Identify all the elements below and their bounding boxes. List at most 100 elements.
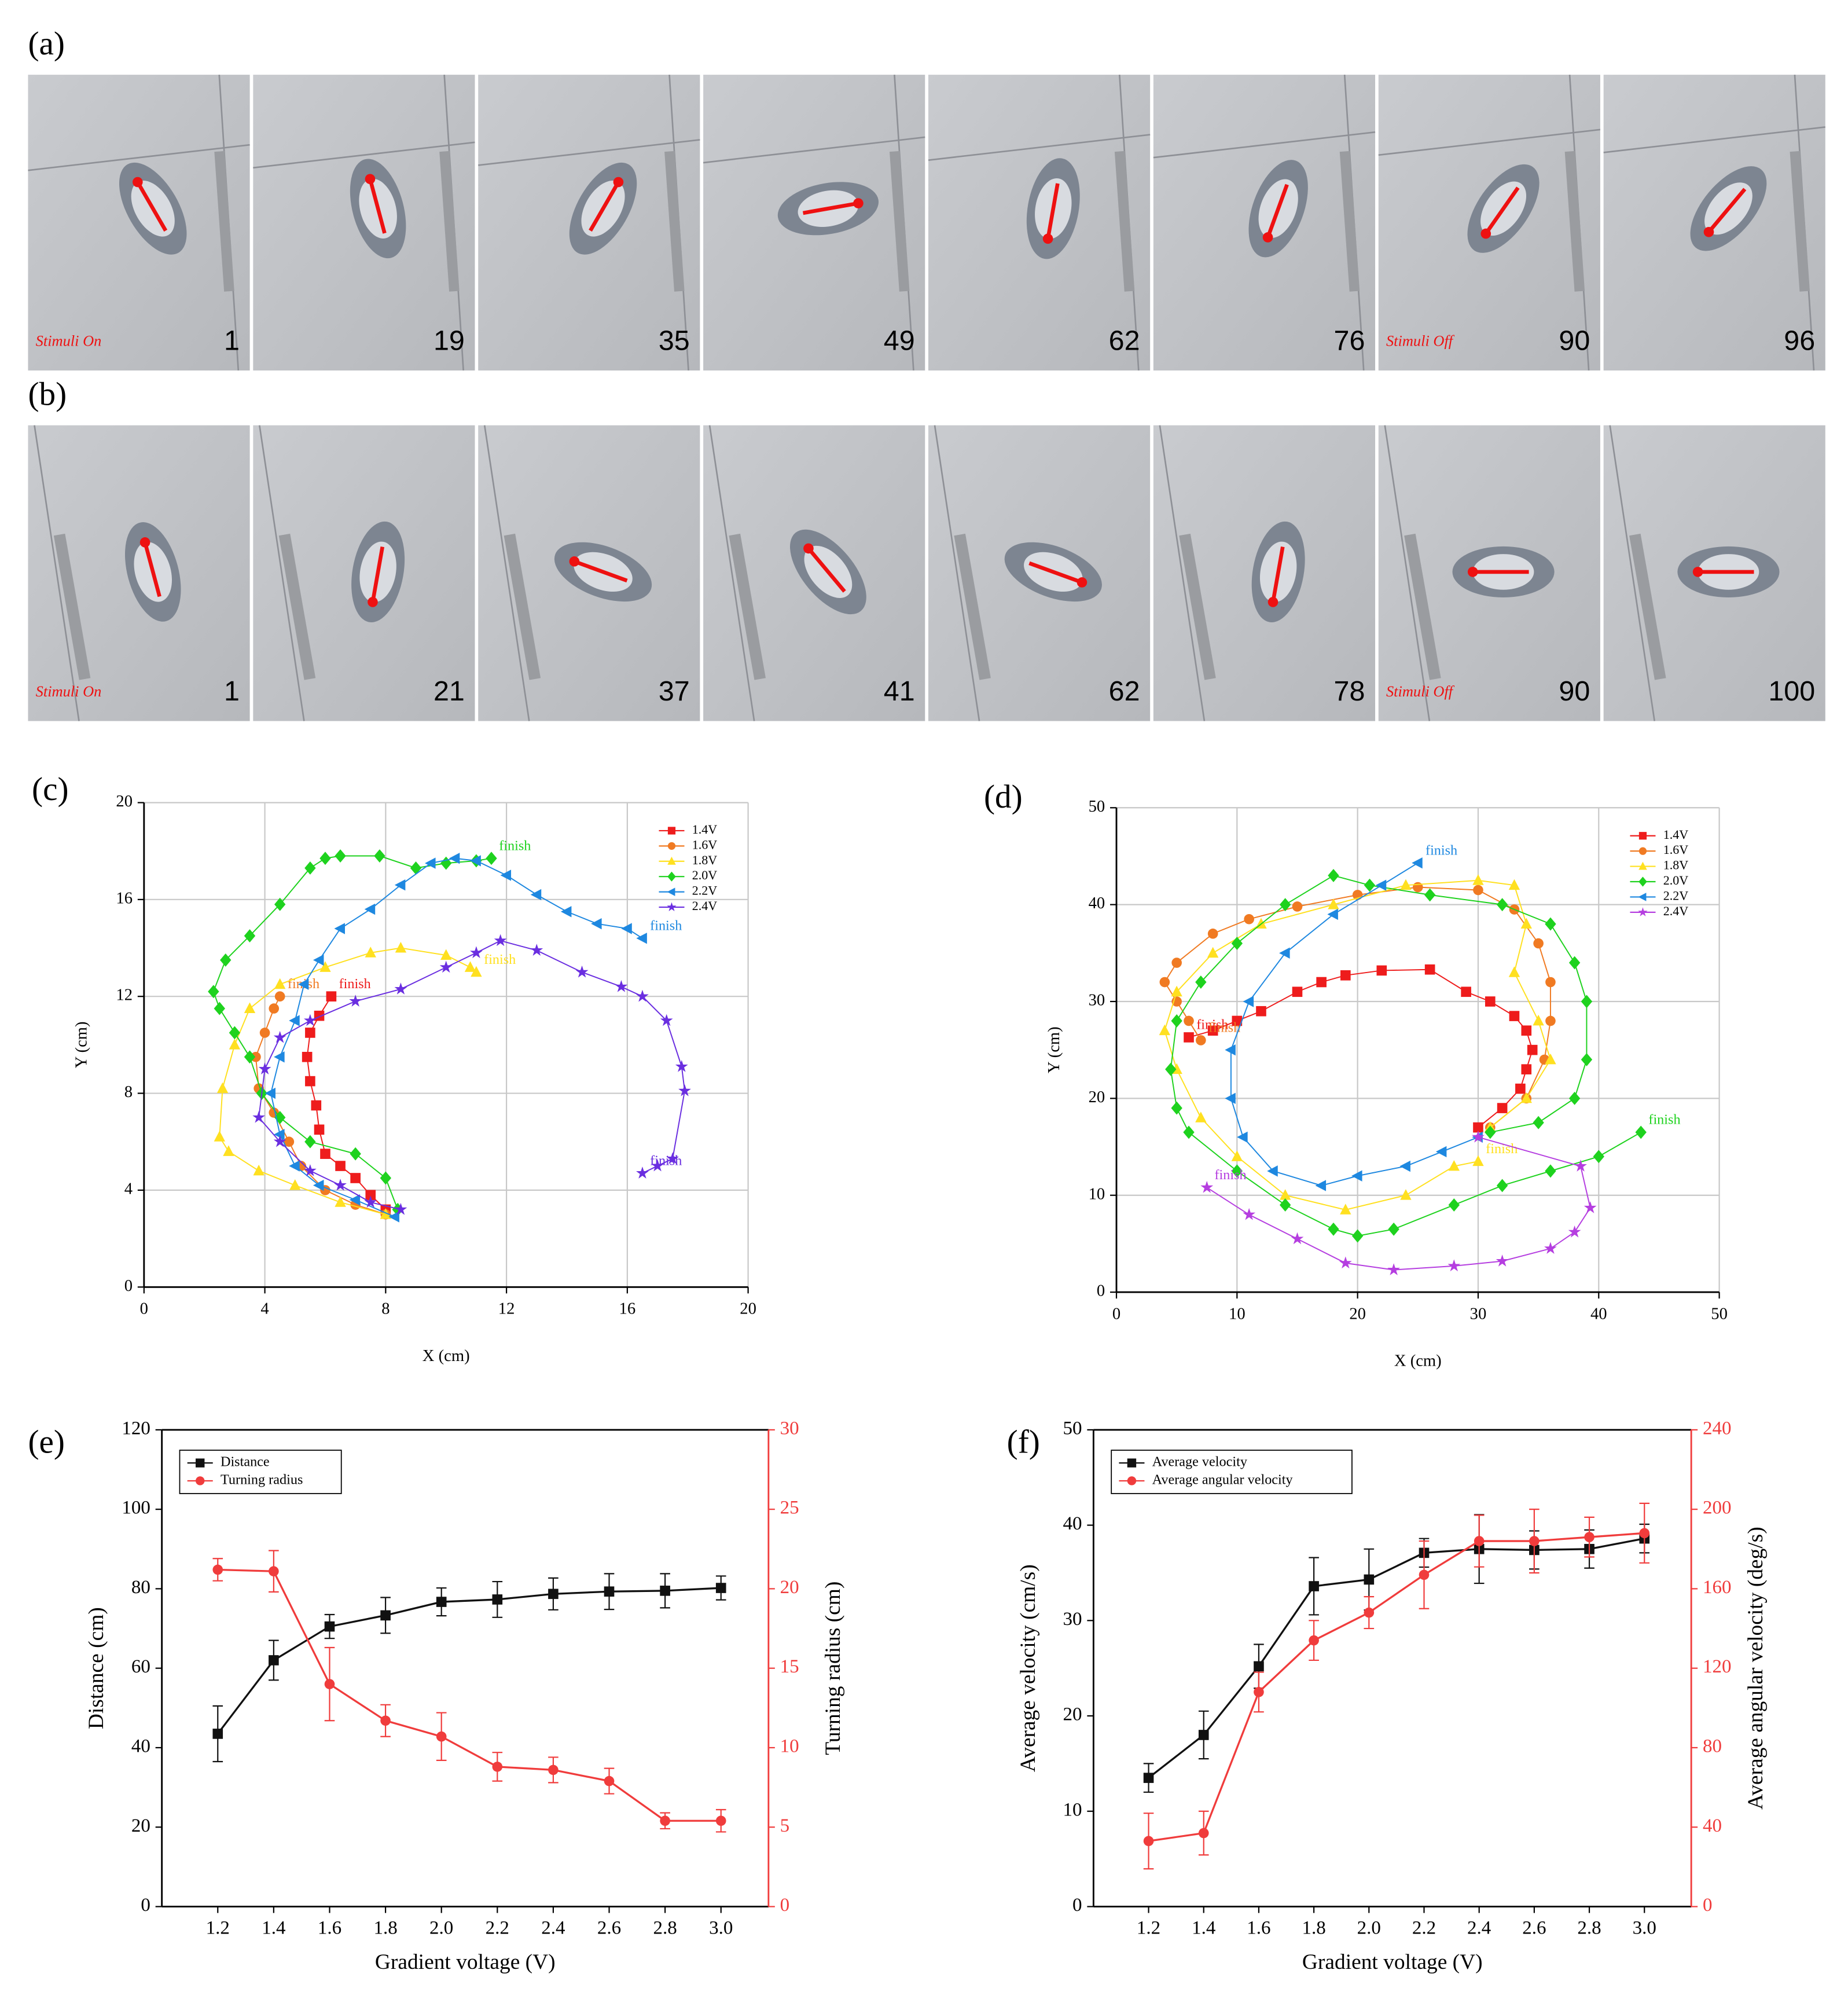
data-point [1143,1773,1154,1783]
x-tick-label: 1.6 [318,1918,341,1939]
heading-arrow [1028,561,1083,585]
trajectory-point [350,1147,361,1161]
trajectory-point [1581,1052,1593,1066]
ruler [278,533,316,680]
data-point [380,1610,391,1621]
legend-marker [196,1458,205,1468]
y-axis-label: Y (cm) [72,1021,91,1068]
x-tick-label: 20 [740,1299,756,1318]
trajectory-point [410,861,422,875]
trajectory-point [1243,1208,1256,1220]
trajectory-point [274,991,285,1002]
trajectory-point [1159,1024,1171,1036]
trajectory-point [1200,1180,1214,1193]
trajectory-point [303,1014,317,1026]
end-label: finish [650,918,682,934]
trajectory-point [1207,947,1219,958]
ruler [664,151,685,292]
data-point [660,1586,670,1596]
trajectory-point [1328,1222,1339,1236]
trajectory-point [1574,1160,1587,1172]
trajectory-point [274,1051,285,1063]
trajectory-point [349,995,362,1007]
trajectory-point [1448,1198,1460,1212]
x-tick-label: 3.0 [709,1918,733,1939]
x-tick-label: 2.0 [1357,1918,1381,1939]
legend-label: 2.0V [692,868,718,882]
x-tick-label: 2.6 [597,1918,621,1939]
tile-seam [703,136,925,164]
trajectory-point [335,1161,346,1171]
data-point [324,1679,335,1689]
photo-frame [1378,75,1601,371]
end-label: finish [1426,842,1457,858]
legend-marker [1638,847,1647,855]
trajectory-point [1387,1263,1401,1275]
trajectory-point [1237,1131,1248,1143]
tile-seam [28,144,250,171]
arrow-head [1703,226,1714,237]
end-label: finish [1648,1112,1680,1128]
trajectory-point [289,1179,301,1190]
photo-frame [28,75,250,371]
y-tick-label: 12 [116,986,133,1004]
trajectory-point [302,1051,313,1062]
trajectory-point [269,1003,280,1014]
y-tick-label: 0 [1097,1282,1105,1300]
tile-seam [34,425,80,721]
trajectory-point [214,1002,225,1015]
trajectory-point [1243,996,1254,1007]
trajectory-point [1388,1222,1399,1236]
trajectory-point [388,1211,399,1223]
y2-tick-label: 160 [1703,1577,1732,1598]
trajectory-point [380,1208,392,1219]
trajectory-point [449,853,460,864]
x-tick-label: 8 [381,1299,390,1318]
trajectory-point [1351,1170,1362,1182]
trajectory-point [1485,1125,1496,1139]
tile-seam [253,141,475,169]
legend-label: Distance [221,1454,270,1470]
trajectory-point [335,1196,346,1207]
data-point [715,1583,726,1593]
trajectory-point [1376,965,1387,976]
frame-number: 35 [659,325,690,356]
trajectory-point [216,1082,229,1094]
trajectory-point [1545,1053,1556,1065]
trajectory-point [264,1087,275,1099]
trajectory-point [651,1159,664,1172]
legend-marker [667,856,676,865]
heading-arrow [807,547,846,593]
heading-arrow [135,181,168,232]
trajectory-point [1400,879,1412,890]
frame-number: 90 [1559,676,1590,707]
trajectory-point [1351,1229,1364,1243]
trajectory-point [380,1171,392,1185]
data-point [1254,1687,1264,1697]
y2-tick-label: 20 [780,1577,799,1598]
photo-frame [703,75,925,371]
legend-label: 2.4V [1663,904,1689,918]
trajectory-point [365,1190,376,1201]
heading-arrow [143,541,161,597]
y2-tick-label: 240 [1703,1418,1732,1439]
trajectory-point [530,944,543,956]
y-tick-label: 20 [131,1815,150,1836]
x-axis-label: X (cm) [422,1347,470,1365]
x-tick-label: 4 [260,1299,269,1318]
trajectory-point [1340,970,1351,981]
y-tick-label: 20 [1089,1088,1105,1106]
panel-label: (a) [28,25,65,62]
heading-arrow [370,546,385,603]
legend-marker [1638,893,1647,901]
frame-number: 1 [224,676,240,707]
trajectory-point [591,918,602,930]
trajectory-line [219,947,477,1215]
y2-tick-label: 120 [1703,1656,1732,1677]
legend-marker [667,871,676,882]
trajectory-point [1496,1179,1508,1193]
legend-marker [1127,1458,1137,1468]
trajectory-point [666,1152,679,1164]
trajectory-point [530,889,542,901]
x-tick-label: 20 [1349,1304,1366,1323]
